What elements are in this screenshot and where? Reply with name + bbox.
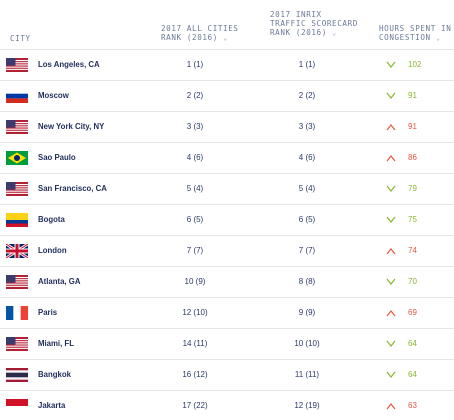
all-cities-rank: 2 (2) [186, 91, 204, 100]
inrix-rank: 1 (1) [298, 60, 316, 69]
inrix-rank: 9 (9) [298, 308, 316, 317]
inrix-rank: 5 (4) [298, 184, 316, 193]
inrix-rank: 10 (10) [294, 339, 320, 348]
city-name: Jakarta [38, 401, 66, 410]
arrow-down-icon [386, 340, 396, 348]
table-body: Los Angeles, CA 1 (1) 1 (1) 102 Moscow 2 (2) 2… [0, 50, 454, 420]
indonesia-flag-icon [6, 399, 28, 413]
chevron-down-icon: ⌄ [332, 29, 337, 37]
table-row[interactable]: London 7 (7) 7 (7) 74 [0, 236, 454, 267]
column-header-hours-label: HOURS SPENT IN CONGESTION [379, 24, 452, 42]
city-name: Bangkok [38, 370, 71, 379]
city-name: Miami, FL [38, 339, 74, 348]
column-header-inrix-rank[interactable]: 2017 INRIX TRAFFIC SCORECARD RANK (2016)… [270, 10, 360, 38]
arrow-down-icon [386, 278, 396, 286]
all-cities-rank: 16 (12) [182, 370, 208, 379]
thailand-flag-icon [6, 368, 28, 382]
table-row[interactable]: Moscow 2 (2) 2 (2) 91 [0, 81, 454, 112]
all-cities-rank: 12 (10) [182, 308, 208, 317]
inrix-rank: 6 (5) [298, 215, 316, 224]
france-flag-icon [6, 306, 28, 320]
usa-flag-icon [6, 337, 28, 351]
arrow-down-icon [386, 92, 396, 100]
brazil-flag-icon [6, 151, 28, 165]
chevron-down-icon: ⌄ [435, 34, 441, 42]
city-name: Sao Paulo [38, 153, 76, 162]
column-header-inrix-rank-label: 2017 INRIX TRAFFIC SCORECARD RANK (2016) [270, 10, 358, 37]
inrix-rank: 3 (3) [298, 122, 316, 131]
hours-in-congestion: 64 [408, 339, 417, 348]
all-cities-rank: 4 (6) [186, 153, 204, 162]
table-row[interactable]: Atlanta, GA 10 (9) 8 (8) 70 [0, 267, 454, 298]
column-header-city[interactable]: CITY [10, 34, 31, 43]
chevron-down-icon: ⌄ [223, 34, 228, 42]
all-cities-rank: 3 (3) [186, 122, 204, 131]
arrow-down-icon [386, 185, 396, 193]
inrix-rank: 8 (8) [298, 277, 316, 286]
arrow-down-icon [386, 61, 396, 69]
usa-flag-icon [6, 120, 28, 134]
hours-in-congestion: 91 [408, 122, 417, 131]
city-name: Atlanta, GA [38, 277, 81, 286]
column-header-city-label: CITY [10, 34, 31, 43]
usa-flag-icon [6, 275, 28, 289]
hours-in-congestion: 102 [408, 60, 422, 69]
all-cities-rank: 7 (7) [186, 246, 204, 255]
usa-flag-icon [6, 182, 28, 196]
city-name: Paris [38, 308, 58, 317]
city-name: Moscow [38, 91, 69, 100]
inrix-rank: 7 (7) [298, 246, 316, 255]
inrix-rank: 11 (11) [294, 370, 320, 379]
russia-flag-icon [6, 89, 28, 103]
hours-in-congestion: 79 [408, 184, 417, 193]
colombia-flag-icon [6, 213, 28, 227]
inrix-rank: 4 (6) [298, 153, 316, 162]
all-cities-rank: 14 (11) [182, 339, 208, 348]
city-name: London [38, 246, 67, 255]
hours-in-congestion: 70 [408, 277, 417, 286]
hours-in-congestion: 91 [408, 91, 417, 100]
inrix-rank: 2 (2) [298, 91, 316, 100]
table-row[interactable]: Sao Paulo 4 (6) 4 (6) 86 [0, 143, 454, 174]
hours-in-congestion: 86 [408, 153, 417, 162]
table-row[interactable]: Jakarta 17 (22) 12 (19) 63 [0, 391, 454, 420]
all-cities-rank: 6 (5) [186, 215, 204, 224]
table-row[interactable]: Los Angeles, CA 1 (1) 1 (1) 102 [0, 50, 454, 81]
city-name: Bogota [38, 215, 65, 224]
hours-in-congestion: 75 [408, 215, 417, 224]
hours-in-congestion: 63 [408, 401, 417, 410]
all-cities-rank: 17 (22) [182, 401, 208, 410]
table-row[interactable]: Miami, FL 14 (11) 10 (10) 64 [0, 329, 454, 360]
uk-flag-icon [6, 244, 28, 258]
column-header-hours[interactable]: HOURS SPENT IN CONGESTION ⌄ [379, 24, 454, 43]
arrow-up-icon [386, 154, 396, 162]
city-name: New York City, NY [38, 122, 105, 131]
hours-in-congestion: 64 [408, 370, 417, 379]
usa-flag-icon [6, 58, 28, 72]
arrow-up-icon [386, 402, 396, 410]
table-row[interactable]: Paris 12 (10) 9 (9) 69 [0, 298, 454, 329]
all-cities-rank: 1 (1) [186, 60, 204, 69]
table-row[interactable]: Bogota 6 (5) 6 (5) 75 [0, 205, 454, 236]
arrow-down-icon [386, 216, 396, 224]
city-name: Los Angeles, CA [38, 60, 100, 69]
table-row[interactable]: Bangkok 16 (12) 11 (11) 64 [0, 360, 454, 391]
column-header-all-cities-rank[interactable]: 2017 ALL CITIES RANK (2016) ⌄ [161, 24, 261, 43]
table-row[interactable]: San Francisco, CA 5 (4) 5 (4) 79 [0, 174, 454, 205]
table-header: CITY 2017 ALL CITIES RANK (2016) ⌄ 2017 … [0, 0, 454, 50]
table-row[interactable]: New York City, NY 3 (3) 3 (3) 91 [0, 112, 454, 143]
arrow-up-icon [386, 309, 396, 317]
inrix-rank: 12 (19) [294, 401, 320, 410]
column-header-all-cities-rank-label: 2017 ALL CITIES RANK (2016) [161, 24, 239, 42]
arrow-up-icon [386, 247, 396, 255]
city-name: San Francisco, CA [38, 184, 107, 193]
arrow-up-icon [386, 123, 396, 131]
all-cities-rank: 5 (4) [186, 184, 204, 193]
all-cities-rank: 10 (9) [184, 277, 206, 286]
hours-in-congestion: 74 [408, 246, 417, 255]
hours-in-congestion: 69 [408, 308, 417, 317]
arrow-down-icon [386, 371, 396, 379]
